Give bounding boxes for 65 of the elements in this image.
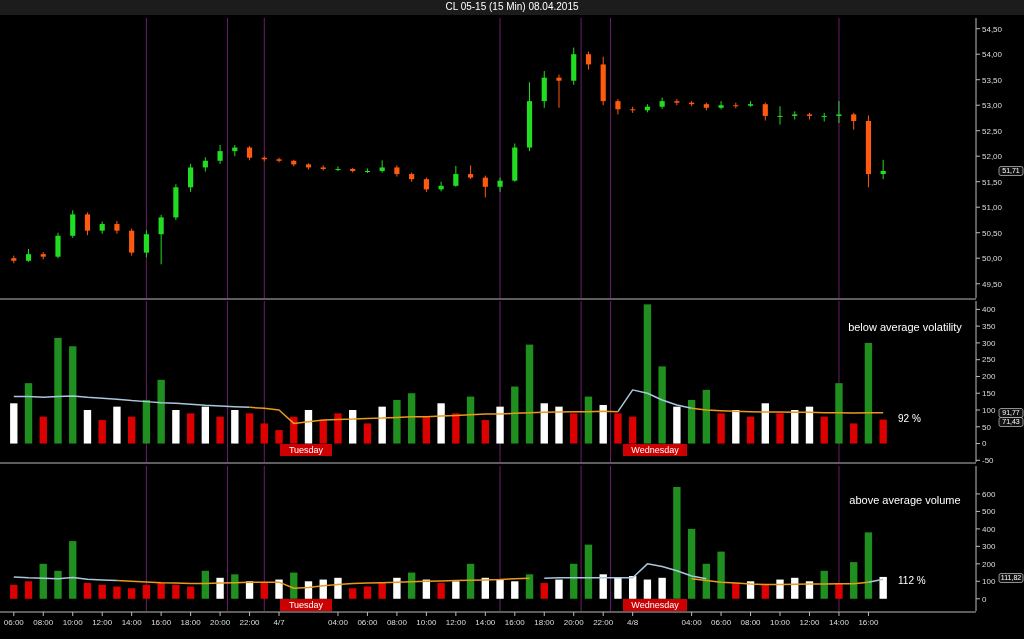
x-tick-label: 08:00 (33, 618, 54, 627)
y-tick-label: 51,50 (982, 177, 1003, 187)
annotation: Tuesday (288, 600, 324, 611)
y-tick-label: 300 (982, 338, 996, 348)
x-tick-label: 18:00 (534, 618, 555, 627)
x-tick-label: 22:00 (239, 618, 261, 627)
y-tick-label: 49,50 (982, 279, 1003, 289)
y-tick-label: 52,00 (982, 152, 1003, 162)
y-tick-label: 51,00 (982, 203, 1003, 213)
x-tick-label: 4/8 (627, 618, 639, 627)
chart-title: CL 05-15 (15 Min) 08.04.2015 (445, 1, 579, 12)
y-tick-label: 500 (982, 507, 996, 517)
y-tick-label: 600 (982, 489, 996, 499)
y-tick-label: 0 (982, 594, 987, 604)
annotation: above average volume (849, 493, 961, 506)
y-tick-label: 350 (982, 321, 996, 331)
annotation: 112 % (898, 574, 926, 586)
annotation: Wednesday (631, 600, 680, 611)
annotation: 92 % (898, 412, 921, 424)
y-tick-label: 54,50 (982, 24, 1003, 34)
y-tick-label: 100 (982, 577, 996, 587)
y-tick-label: 400 (982, 524, 996, 534)
x-tick-label: 16:00 (151, 618, 172, 627)
y-tick-label: 200 (982, 559, 996, 569)
x-tick-label: 08:00 (386, 618, 408, 627)
x-tick-label: 10:00 (62, 618, 84, 627)
annotation: Tuesday (288, 445, 324, 456)
x-tick-label: 16:00 (858, 618, 879, 627)
x-tick-label: 04:00 (681, 618, 703, 627)
y-tick-label: 50,50 (982, 228, 1003, 238)
x-tick-label: 16:00 (504, 618, 526, 627)
y-tick-label: 50,00 (982, 254, 1003, 264)
x-tick-label: 12:00 (445, 618, 467, 627)
y-tick-label: 0 (982, 439, 987, 449)
y-tick-label: 300 (982, 542, 996, 552)
y-tick-label: 200 (982, 372, 996, 382)
x-tick-label: 06:00 (357, 618, 378, 627)
x-tick-label: 14:00 (121, 618, 143, 627)
y-tick-label: 54,00 (982, 50, 1003, 60)
x-tick-label: 06:00 (711, 618, 732, 627)
annotation: below average volatility (848, 320, 963, 333)
x-tick-label: 06:00 (3, 618, 25, 627)
y-tick-label: 400 (982, 305, 996, 315)
y-tick-label: 100 (982, 405, 996, 415)
x-tick-label: 10:00 (416, 618, 437, 627)
x-tick-label: 10:00 (770, 618, 791, 627)
y-tick-label: 53,50 (982, 75, 1003, 85)
x-tick-label: 22:00 (593, 618, 614, 627)
y-tick-label: 150 (982, 389, 996, 399)
x-tick-label: 08:00 (740, 618, 762, 627)
y-tick-label: 50 (982, 422, 992, 432)
x-tick-label: 20:00 (210, 618, 231, 627)
x-tick-label: 18:00 (180, 618, 202, 627)
y-tick-label: -50 (982, 456, 995, 466)
x-tick-label: 12:00 (92, 618, 113, 627)
y-tick-label: 52,50 (982, 126, 1003, 136)
x-tick-label: 12:00 (799, 618, 821, 627)
x-tick-label: 04:00 (327, 618, 349, 627)
x-tick-label: 4/7 (273, 618, 286, 627)
annotation: Wednesday (631, 445, 680, 456)
x-tick-label: 20:00 (563, 618, 585, 627)
y-tick-label: 250 (982, 355, 996, 365)
x-tick-label: 14:00 (475, 618, 496, 627)
x-tick-label: 14:00 (828, 618, 850, 627)
y-tick-label: 53,00 (982, 101, 1003, 111)
